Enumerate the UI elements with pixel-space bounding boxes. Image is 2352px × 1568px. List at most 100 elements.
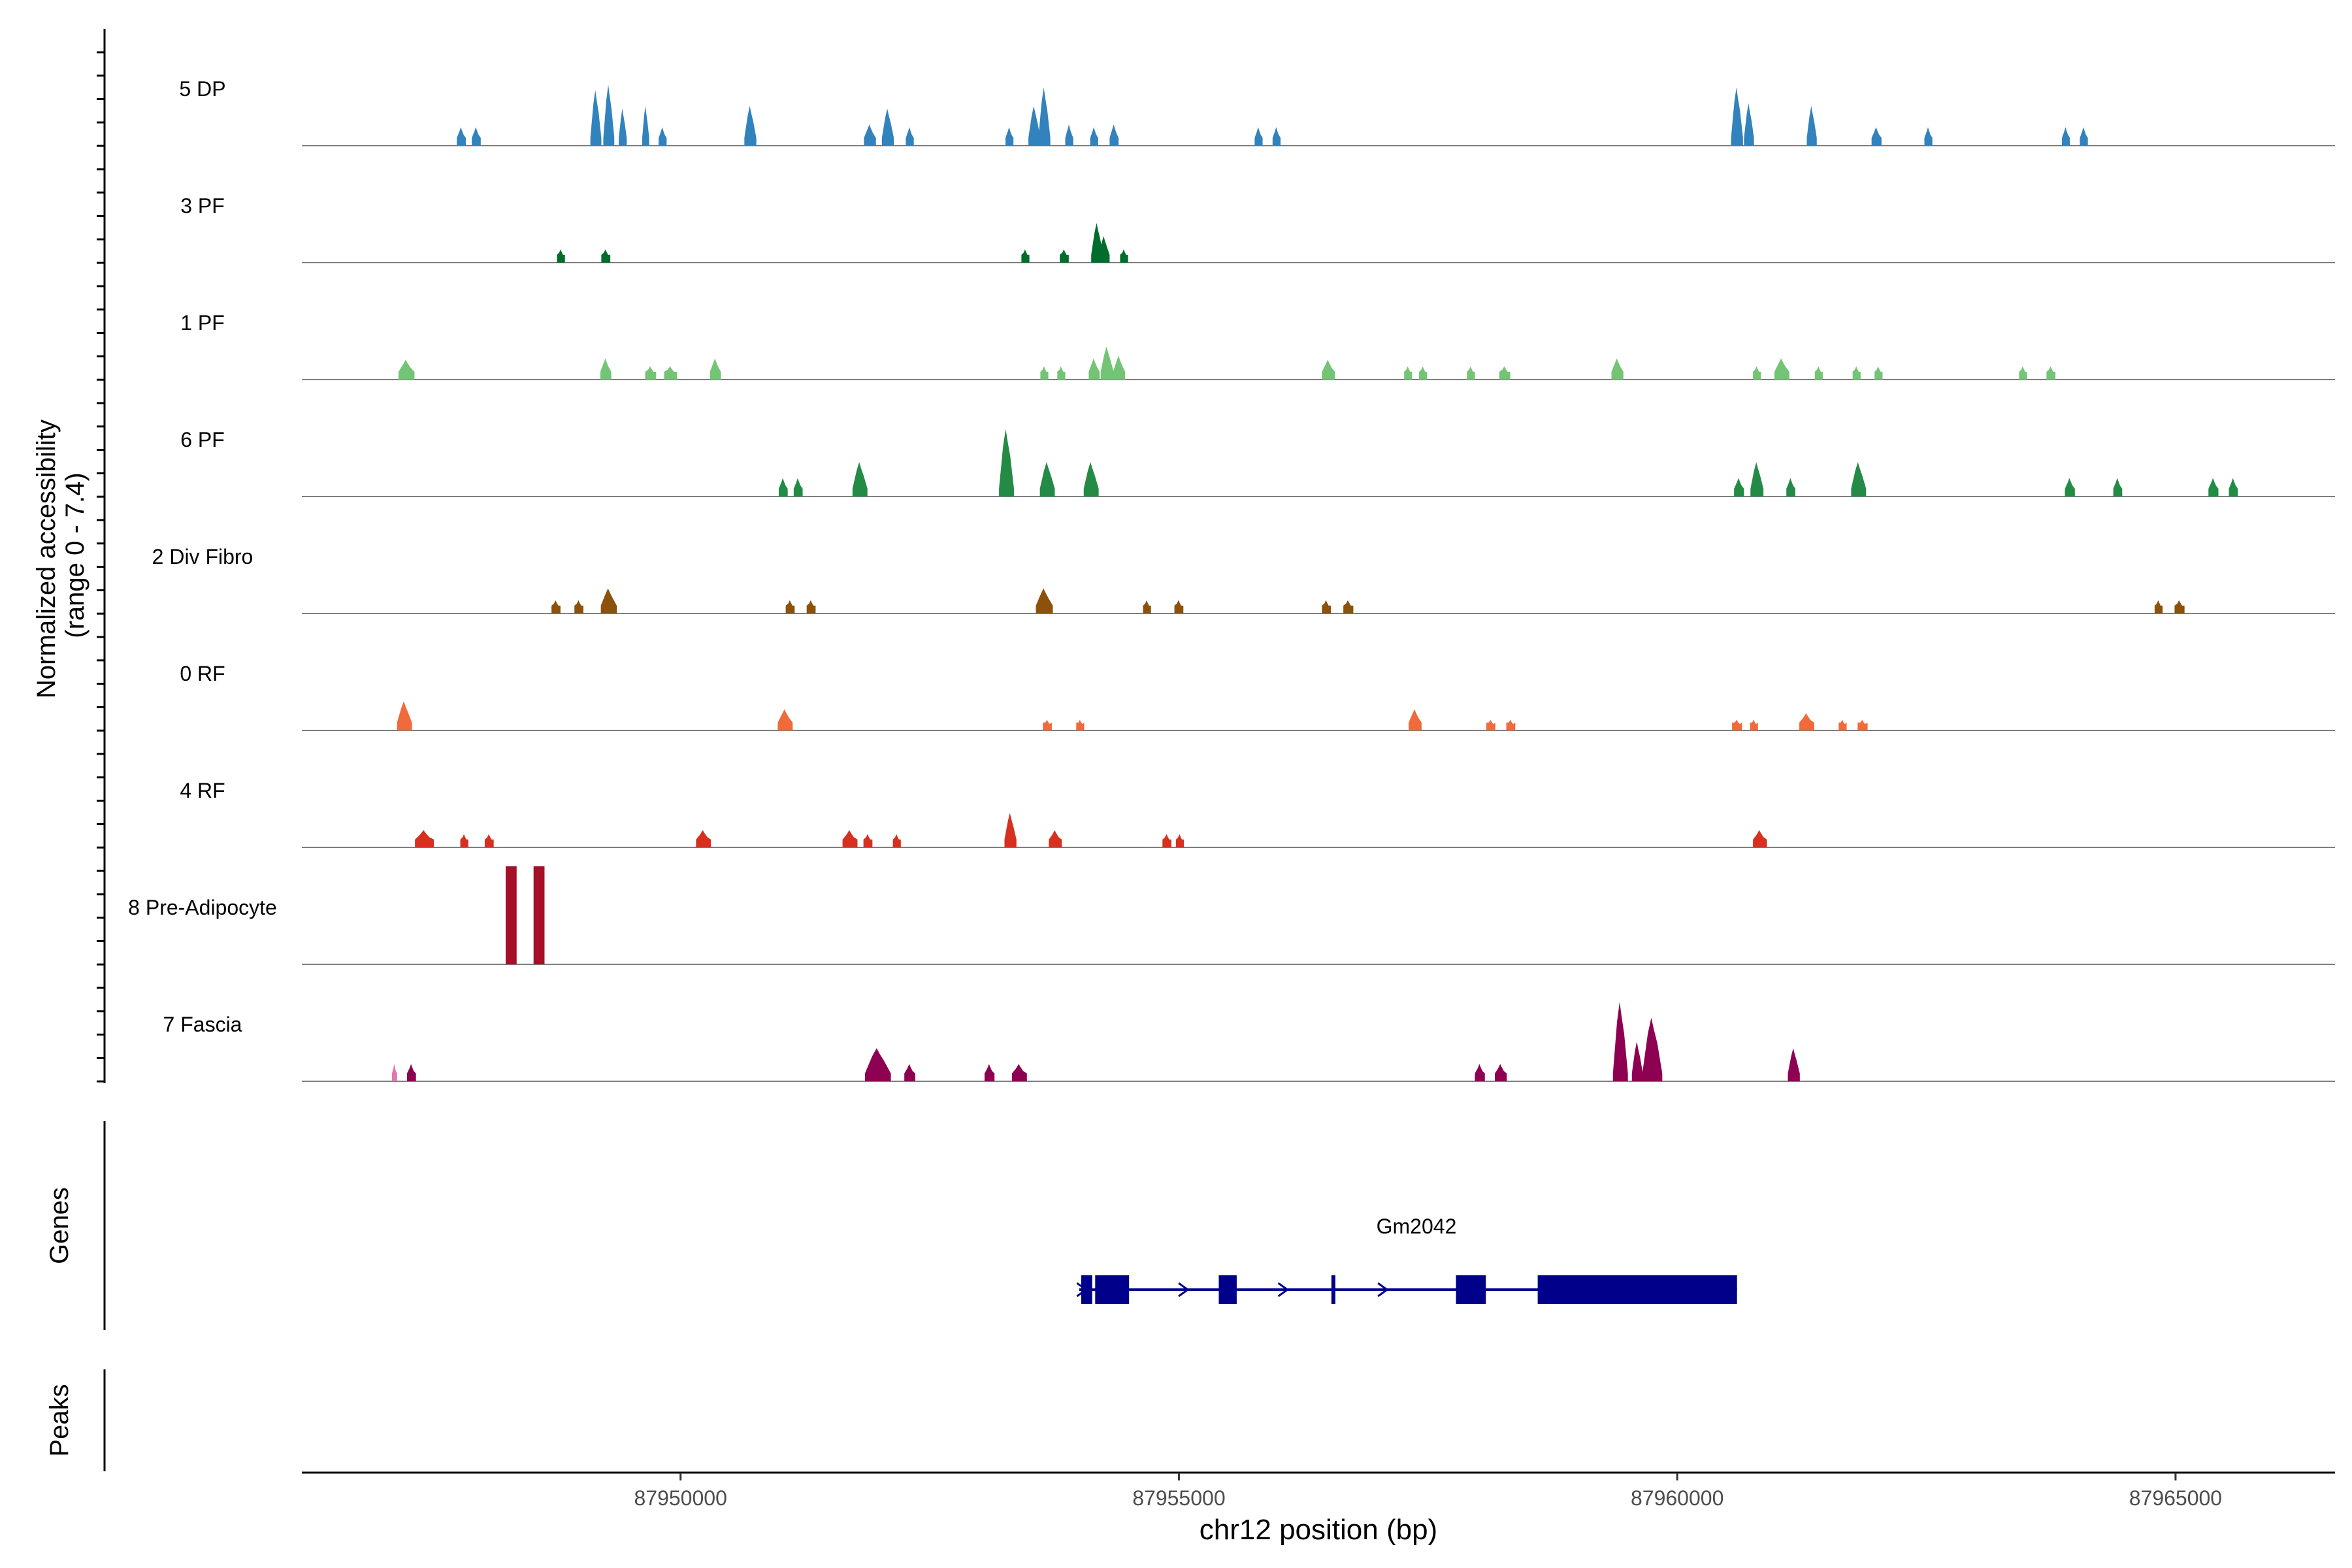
coverage-peak [785,600,795,613]
coverage-peak [2062,127,2070,146]
coverage-peak [1036,588,1053,613]
gene-exon [1095,1275,1130,1304]
coverage-peak [398,359,415,380]
coverage-peak [999,429,1014,497]
coverage-peak [406,1064,416,1081]
coverage-peak [2080,127,2088,146]
track-label: 0 RF [180,662,225,685]
coverage-peak [600,358,612,380]
coverage-peak [1486,719,1495,730]
coverage-peak [1871,127,1882,146]
coverage-peak [1100,346,1114,380]
x-axis-ticks: 87950000 87955000 87960000 87965000 [634,1473,2222,1510]
coverage-peak [1874,366,1883,380]
coverage-peak [1040,366,1049,380]
coverage-peak [2065,478,2075,497]
coverage-peak [1088,358,1100,380]
coverage-tracks: 5 DP 3 PF 1 PF 6 PF 2 Div Fibro 0 RF 4 RF 8 Pre… [128,77,2335,1082]
coverage-peak [1799,713,1814,730]
coverage-peak [1005,127,1014,146]
coverage-peak [1060,249,1069,263]
coverage-peak [590,90,602,146]
gene-track: Gm2042 [1076,1215,1737,1304]
coverage-peak [557,249,565,263]
coverage-peak [1004,813,1017,847]
coverage-peak [551,600,561,613]
coverage-peak [1744,103,1754,146]
coverage-peak [793,478,803,497]
coverage-peak [505,866,517,964]
coverage-y-ticks [97,51,105,1083]
coverage-peak [1174,600,1184,613]
coverage-peak [904,1064,915,1081]
track-1-pf: 1 PF [180,311,2335,380]
coverage-peak [806,600,816,613]
coverage-peak [1806,106,1817,146]
coverage-peak [619,108,627,146]
coverage-peak [472,127,481,146]
track-6-pf: 6 PF [180,428,2335,497]
track-2-div-fibro: 2 Div Fibro [152,545,2335,614]
track-label: 3 PF [180,194,225,218]
coverage-peak [1039,462,1055,497]
coverage-peak [1162,834,1171,847]
coverage-peak [1612,1002,1628,1081]
coverage-peak [1076,719,1085,730]
coverage-peak [906,127,914,146]
coverage-peak [1011,1064,1027,1081]
coverage-peak [1083,462,1099,497]
coverage-peak [1788,1048,1800,1081]
strand-arrow-icon [1277,1282,1290,1298]
coverage-peak [533,866,545,964]
gene-name-label: Gm2042 [1377,1215,1457,1238]
track-label: 2 Div Fibro [152,545,253,568]
coverage-peak [1098,236,1110,263]
track-label: 7 Fascia [163,1013,242,1036]
x-tick-label: 87955000 [1132,1486,1225,1510]
coverage-peak [397,701,412,730]
track-label: 6 PF [180,428,225,451]
coverage-peak [1732,719,1742,730]
coverage-peak [1467,366,1475,380]
strand-arrow-icon [1178,1282,1190,1298]
coverage-peak [1057,366,1066,380]
coverage-peak [1774,358,1789,380]
coverage-peak [777,709,793,730]
coverage-peak [1028,106,1041,146]
coverage-peak [864,1048,891,1081]
coverage-peak [1143,600,1151,613]
coverage-y-label: Normalized accessibility (range 0 - 7.4) [32,412,90,698]
track-7-fascia: 7 Fascia [163,1002,2335,1082]
coverage-peak [1506,719,1516,730]
track-5-dp: 5 DP [179,77,2335,146]
track-label: 8 Pre-Adipocyte [128,896,277,919]
coverage-peak [1611,358,1624,380]
coverage-peak [1753,366,1761,380]
coverage-peak [659,127,667,146]
coverage-peak [881,108,894,146]
coverage-peak [645,366,657,380]
coverage-peak [1734,478,1744,497]
coverage-peak [710,358,721,380]
coverage-peak [1049,830,1062,847]
coverage-peak [1750,719,1758,730]
coverage-peak [2113,478,2123,497]
coverage-peak [863,834,873,847]
peaks-panel-label: Peaks [45,1384,74,1456]
coverage-peak [696,830,711,847]
coverage-peak [2154,600,2163,613]
coverage-peak [1852,366,1861,380]
coverage-peak [1065,124,1073,146]
ylabel-line-1: Normalized accessibility [32,419,61,698]
x-tick-label: 87950000 [634,1486,727,1510]
coverage-peak [574,600,583,613]
track-label: 5 DP [179,77,225,101]
coverage-peak [1043,719,1052,730]
track-3-pf: 3 PF [180,194,2335,263]
ylabel-line-2: (range 0 - 7.4) [61,472,90,638]
coverage-peak [484,834,494,847]
track-4-rf: 4 RF [180,779,2335,848]
coverage-peak [852,462,868,497]
coverage-peak [1120,249,1128,263]
